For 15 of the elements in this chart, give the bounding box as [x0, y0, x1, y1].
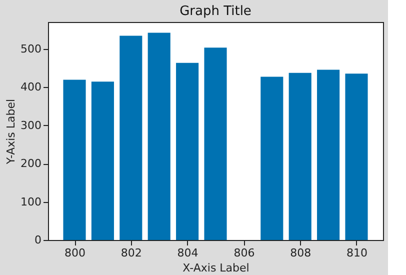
x-tick-label: 802 [120, 246, 142, 260]
x-axis-title: X-Axis Label [182, 262, 250, 274]
x-tick-label: 806 [234, 246, 255, 260]
y-tick-label: 100 [20, 195, 42, 208]
x-tick-label: 810 [346, 246, 368, 260]
y-tick-label: 500 [20, 42, 42, 56]
x-tick-label: 800 [64, 246, 86, 260]
y-tick-label: 400 [20, 80, 42, 94]
y-axis-title: Y-Axis Label [4, 98, 18, 166]
y-tick-label: 0 [34, 234, 42, 246]
x-tick-label: 808 [290, 246, 312, 260]
y-tick-label: 200 [20, 157, 42, 170]
y-tick-label: 300 [20, 118, 42, 132]
chart-title: Graph Title [180, 4, 252, 19]
x-tick-label: 804 [177, 246, 198, 260]
